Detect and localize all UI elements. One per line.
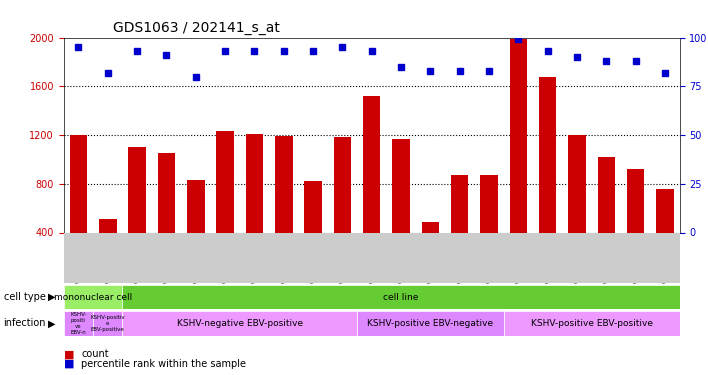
- Bar: [503, 311, 680, 336]
- Bar: [510, 39, 527, 232]
- Text: KSHV-negative EBV-positive: KSHV-negative EBV-positive: [177, 319, 303, 328]
- Bar: [392, 139, 410, 232]
- Text: KSHV-
positi
ve
EBV-n: KSHV- positi ve EBV-n: [70, 312, 86, 334]
- Text: ■: ■: [64, 350, 74, 359]
- Text: ▶: ▶: [48, 292, 56, 302]
- Bar: [480, 175, 498, 232]
- Bar: [333, 138, 351, 232]
- Bar: [158, 153, 175, 232]
- Text: ■: ■: [64, 359, 74, 369]
- Bar: [128, 147, 146, 232]
- Bar: [656, 189, 674, 232]
- Text: cell line: cell line: [383, 292, 418, 302]
- Text: percentile rank within the sample: percentile rank within the sample: [81, 359, 246, 369]
- Bar: [187, 180, 205, 232]
- Text: ▶: ▶: [48, 318, 56, 328]
- Bar: [569, 135, 586, 232]
- Bar: [122, 311, 357, 336]
- Bar: [357, 311, 503, 336]
- Bar: [275, 136, 292, 232]
- Bar: [69, 135, 87, 232]
- Text: GDS1063 / 202141_s_at: GDS1063 / 202141_s_at: [113, 21, 280, 35]
- Bar: [304, 182, 322, 232]
- Bar: [451, 175, 469, 232]
- Bar: [64, 285, 122, 309]
- Bar: [99, 219, 117, 232]
- Bar: [421, 222, 439, 232]
- Bar: [363, 96, 380, 232]
- Text: KSHV-positive EBV-positive: KSHV-positive EBV-positive: [531, 319, 653, 328]
- Bar: [627, 169, 644, 232]
- Text: count: count: [81, 350, 109, 359]
- Text: cell type: cell type: [4, 292, 45, 302]
- Bar: [539, 76, 556, 232]
- Bar: [216, 131, 234, 232]
- Bar: [598, 157, 615, 232]
- Bar: [93, 311, 122, 336]
- Text: infection: infection: [4, 318, 46, 328]
- Bar: [246, 134, 263, 232]
- Text: KSHV-positiv
e
EBV-positive: KSHV-positiv e EBV-positive: [91, 315, 125, 332]
- Bar: [64, 311, 93, 336]
- Text: KSHV-positive EBV-negative: KSHV-positive EBV-negative: [367, 319, 493, 328]
- Text: mononuclear cell: mononuclear cell: [54, 292, 132, 302]
